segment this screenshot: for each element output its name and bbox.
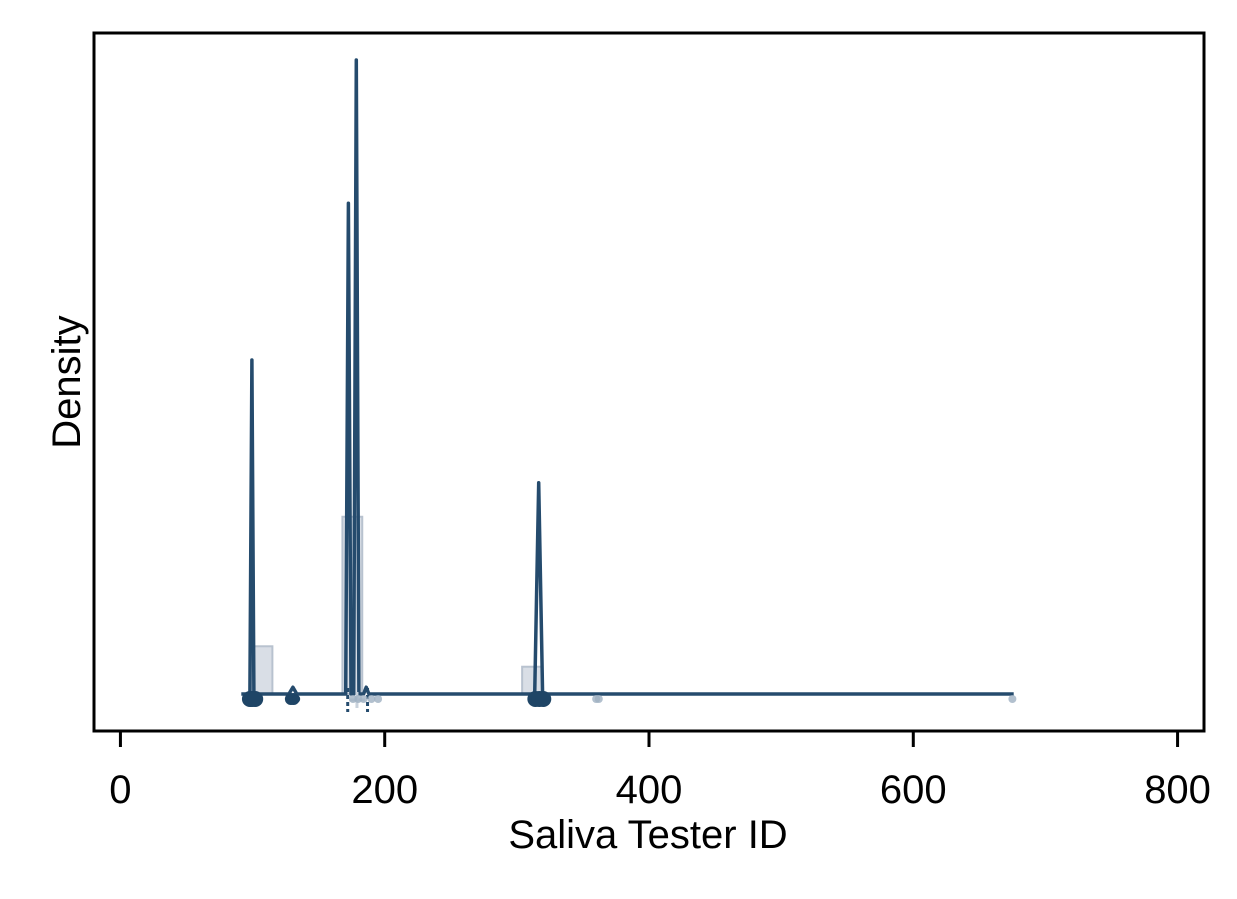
data-point-5 — [292, 695, 301, 703]
x-tick-label-3: 600 — [880, 768, 947, 812]
x-tick-label-0: 0 — [109, 768, 131, 812]
x-axis-ticks: 0 200 400 600 800 — [109, 731, 1211, 812]
x-tick-label-2: 400 — [616, 768, 683, 812]
data-point-10 — [374, 695, 383, 703]
histogram-bar-2 — [521, 665, 543, 696]
data-point-8 — [359, 695, 368, 703]
data-point-13 — [535, 691, 552, 707]
x-axis-title: Saliva Tester ID — [508, 813, 787, 857]
data-point-2 — [247, 691, 264, 707]
x-tick-label-1: 200 — [351, 768, 418, 812]
plot-area — [241, 58, 1017, 712]
data-point-16 — [1008, 695, 1017, 703]
data-point-9 — [367, 695, 376, 703]
y-axis-title: Density — [45, 315, 89, 448]
x-tick-label-4: 800 — [1144, 768, 1211, 812]
data-point-15 — [594, 695, 603, 703]
